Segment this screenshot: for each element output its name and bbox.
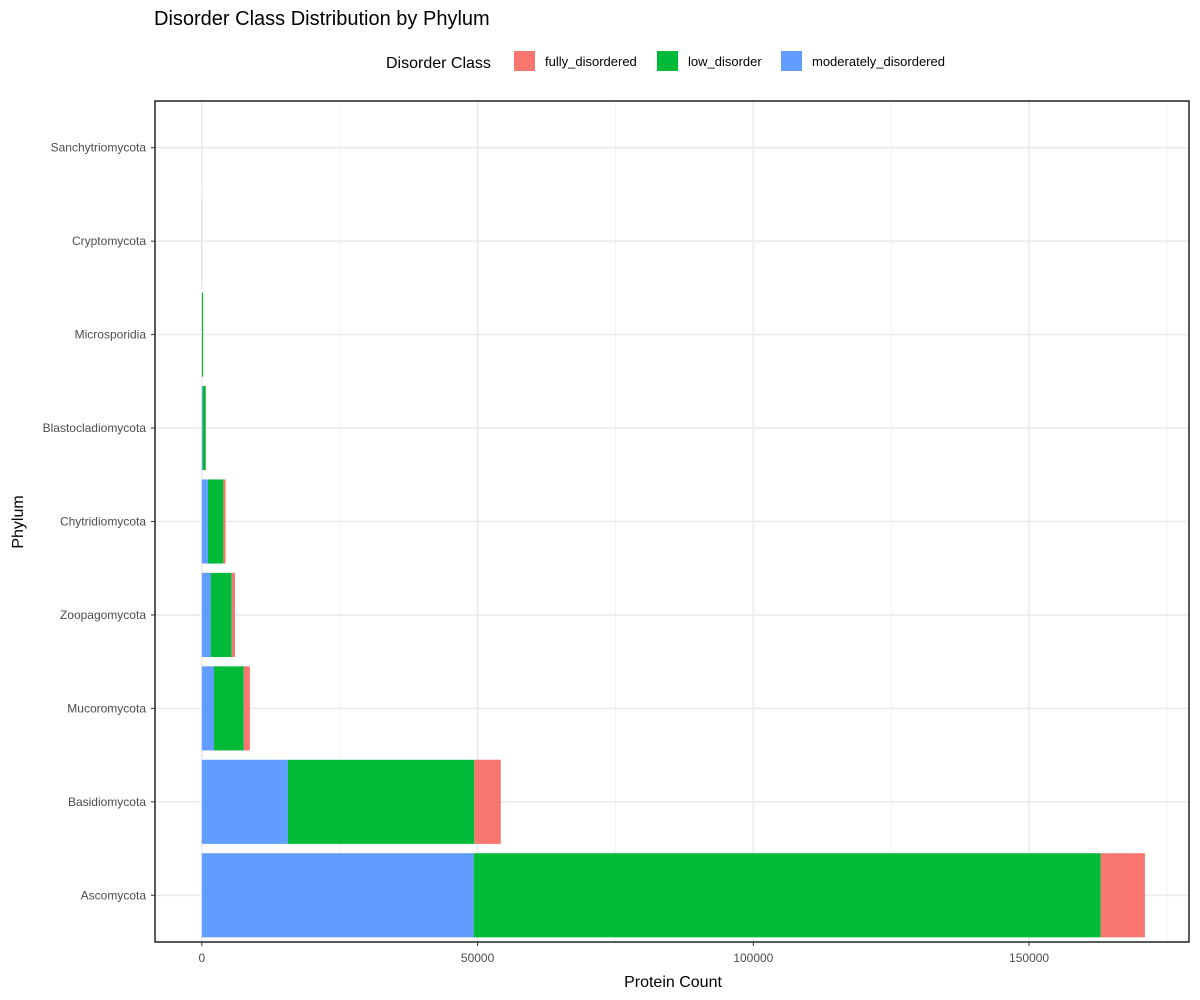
y-tick-label: Microsporidia <box>75 328 147 342</box>
legend: Disorder Class fully_disordered low_diso… <box>386 51 945 72</box>
bar-zoopagomycota-fully-disordered <box>231 572 235 657</box>
bars <box>201 105 1145 938</box>
x-tick-label: 0 <box>199 951 206 965</box>
bar-ascomycota-moderately-disordered <box>201 853 474 938</box>
y-tick-label: Mucoromycota <box>67 701 146 715</box>
y-axis-title: Phylum <box>10 495 27 548</box>
bar-basidiomycota-low-disorder <box>287 759 475 844</box>
bar-mucoromycota-fully-disordered <box>243 666 250 751</box>
y-tick-label: Ascomycota <box>81 888 147 902</box>
chart-title: Disorder Class Distribution by Phylum <box>154 8 490 30</box>
bar-chytridiomycota-moderately-disordered <box>201 479 208 564</box>
legend-swatch-fully-disordered <box>514 51 535 71</box>
x-axis-title: Protein Count <box>624 974 722 991</box>
y-axis-ticks: Ascomycota Basidiomycota Mucoromycota Zoopa… <box>43 141 155 902</box>
x-tick-label: 50000 <box>461 951 495 965</box>
bar-microsporidia-low-disorder <box>202 292 204 377</box>
bar-mucoromycota-low-disorder <box>214 666 244 751</box>
legend-swatch-moderately-disordered <box>781 51 802 71</box>
bar-ascomycota-fully-disordered <box>1100 853 1145 938</box>
y-tick-label: Blastocladiomycota <box>43 421 147 435</box>
bar-ascomycota-low-disorder <box>473 853 1101 938</box>
bar-mucoromycota-moderately-disordered <box>201 666 215 751</box>
bar-chytridiomycota-low-disorder <box>207 479 224 564</box>
bar-basidiomycota-moderately-disordered <box>201 759 288 844</box>
bar-chytridiomycota-fully-disordered <box>223 479 226 564</box>
bar-blastocladiomycota-moderately-disordered <box>201 386 203 471</box>
legend-label-fully-disordered: fully_disordered <box>545 54 637 69</box>
bar-basidiomycota-fully-disordered <box>474 759 501 844</box>
legend-title: Disorder Class <box>386 55 491 72</box>
x-tick-label: 150000 <box>1009 951 1049 965</box>
bar-zoopagomycota-moderately-disordered <box>201 572 211 657</box>
y-tick-label: Chytridiomycota <box>60 515 146 529</box>
legend-swatch-low-disorder <box>657 51 678 71</box>
x-tick-label: 100000 <box>733 951 773 965</box>
legend-label-moderately-disordered: moderately_disordered <box>812 54 945 69</box>
y-tick-label: Basidiomycota <box>68 795 146 809</box>
x-axis-ticks: 0 50000 100000 150000 <box>199 942 1049 965</box>
y-tick-label: Sanchytriomycota <box>51 141 147 155</box>
y-tick-label: Zoopagomycota <box>60 608 146 622</box>
gridlines <box>155 101 1189 942</box>
bar-blastocladiomycota-low-disorder <box>202 386 206 471</box>
legend-label-low-disorder: low_disorder <box>688 54 762 69</box>
bar-zoopagomycota-low-disorder <box>210 572 232 657</box>
y-tick-label: Cryptomycota <box>72 234 146 248</box>
